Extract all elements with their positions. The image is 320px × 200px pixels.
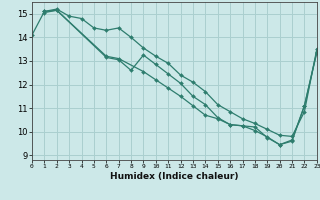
X-axis label: Humidex (Indice chaleur): Humidex (Indice chaleur) <box>110 172 239 181</box>
